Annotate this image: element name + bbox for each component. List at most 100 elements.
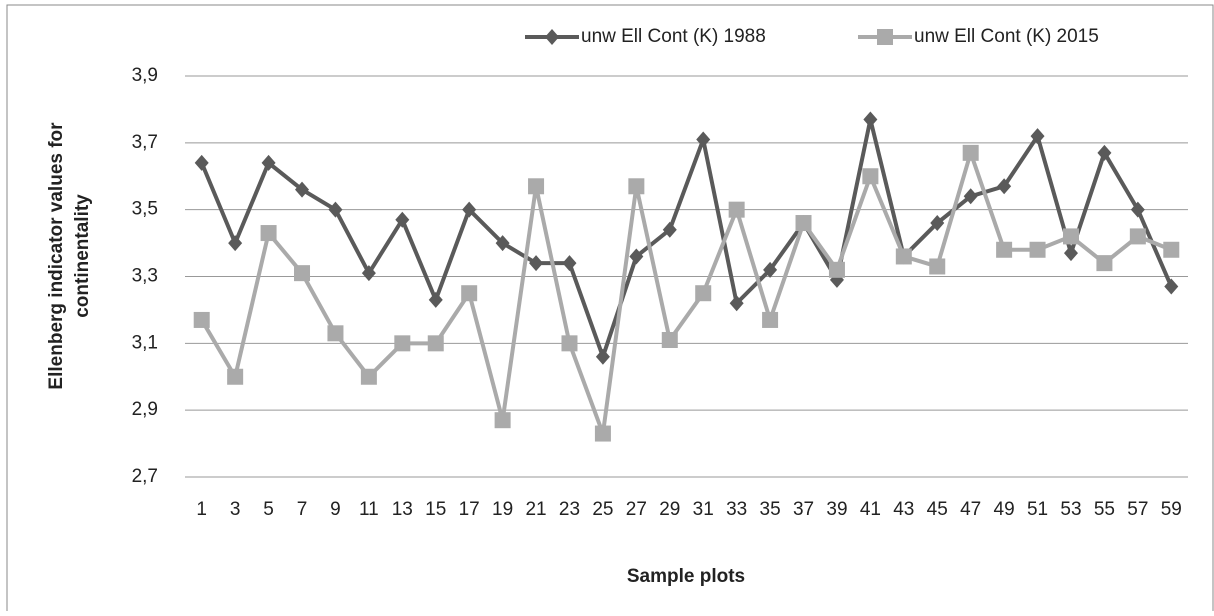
- point: [529, 255, 544, 272]
- x-tick-label: 19: [492, 499, 513, 520]
- point: [461, 285, 478, 302]
- point: [828, 261, 845, 278]
- x-tick-label: 15: [425, 499, 446, 520]
- point: [360, 368, 377, 385]
- point: [395, 211, 410, 228]
- point: [1163, 241, 1180, 258]
- point: [294, 265, 311, 282]
- point: [428, 291, 443, 308]
- point: [528, 178, 545, 195]
- series-line: [199, 118, 1174, 363]
- series-line: [199, 146, 1173, 435]
- x-tick-label: 27: [626, 499, 647, 520]
- x-tick-label: 1: [196, 499, 207, 520]
- chart-frame: [6, 4, 1214, 616]
- x-tick-label: 3: [230, 499, 241, 520]
- point: [695, 285, 712, 302]
- y-tick-label: 3,3: [132, 266, 158, 287]
- x-tick-label: 45: [927, 499, 948, 520]
- point: [1097, 144, 1112, 161]
- point: [594, 425, 611, 442]
- point: [394, 335, 411, 352]
- point: [327, 325, 344, 342]
- x-tick-label: 23: [559, 499, 580, 520]
- point: [863, 111, 878, 128]
- legend-label: unw Ell Cont (K) 2015: [914, 26, 1099, 47]
- point: [1164, 278, 1179, 295]
- x-tick-label: 53: [1060, 499, 1081, 520]
- x-tick-label: 9: [330, 499, 341, 520]
- x-tick-label: 47: [960, 499, 981, 520]
- y-tick-label: 3,1: [132, 332, 158, 353]
- x-tick-label: 43: [893, 499, 914, 520]
- x-tick-label: 33: [726, 499, 747, 520]
- x-tick-label: 17: [459, 499, 480, 520]
- legend-label: unw Ell Cont (K) 1988: [581, 26, 766, 47]
- point: [763, 261, 778, 278]
- point: [260, 225, 277, 242]
- x-tick-label: 31: [693, 499, 714, 520]
- point: [1029, 241, 1046, 258]
- point: [930, 215, 945, 232]
- point: [728, 201, 745, 218]
- point: [997, 178, 1012, 195]
- point: [495, 235, 510, 252]
- point: [227, 368, 244, 385]
- x-tick-label: 51: [1027, 499, 1048, 520]
- point: [1030, 128, 1045, 145]
- point: [1130, 201, 1145, 218]
- x-tick-label: 11: [359, 499, 379, 520]
- point: [361, 265, 376, 282]
- point: [595, 348, 610, 365]
- x-tick-label: 13: [392, 499, 413, 520]
- x-axis-title: Sample plots: [627, 566, 745, 587]
- point: [194, 154, 209, 171]
- x-tick-label: 59: [1161, 499, 1182, 520]
- point: [662, 221, 677, 238]
- x-tick-label: 41: [860, 499, 881, 520]
- x-tick-label: 25: [592, 499, 613, 520]
- x-tick-label: 55: [1094, 499, 1115, 520]
- y-tick-label: 3,9: [132, 65, 158, 86]
- y-axis-title-box: Ellenberg indicator values for continent…: [46, 122, 93, 390]
- point: [877, 29, 893, 45]
- y-axis-title: Ellenberg indicator values for continent…: [46, 122, 93, 390]
- point: [629, 248, 644, 265]
- x-tick-label: 5: [263, 499, 274, 520]
- x-tick-label: 57: [1127, 499, 1148, 520]
- x-tick-label: 35: [760, 499, 781, 520]
- point: [1063, 245, 1078, 262]
- point: [929, 258, 946, 275]
- point: [661, 331, 678, 348]
- x-tick-label: 39: [826, 499, 847, 520]
- point: [963, 188, 978, 205]
- x-tick-label: 29: [659, 499, 680, 520]
- point: [545, 29, 559, 45]
- point: [895, 248, 912, 265]
- point: [1129, 228, 1146, 245]
- point: [494, 412, 511, 429]
- point: [562, 255, 577, 272]
- y-tick-label: 3,7: [132, 132, 158, 153]
- point: [795, 215, 812, 232]
- y-tick-label: 3,5: [132, 199, 158, 220]
- point: [427, 335, 444, 352]
- point: [328, 201, 343, 218]
- point: [628, 178, 645, 195]
- point: [1096, 255, 1113, 272]
- point: [696, 131, 711, 148]
- point: [1062, 228, 1079, 245]
- point: [193, 311, 210, 328]
- point: [962, 144, 979, 161]
- x-tick-label: 21: [525, 499, 546, 520]
- point: [862, 168, 879, 185]
- x-tick-label: 49: [994, 499, 1015, 520]
- x-tick-label: 37: [793, 499, 814, 520]
- point: [996, 241, 1013, 258]
- point: [729, 295, 744, 312]
- point: [762, 311, 779, 328]
- point: [295, 181, 310, 198]
- point: [462, 201, 477, 218]
